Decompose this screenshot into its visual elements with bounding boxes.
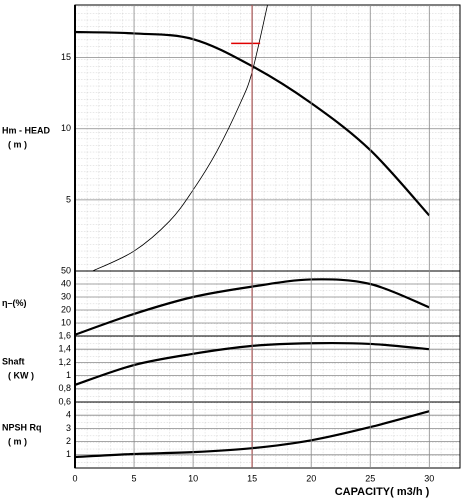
y-tick-label: 30 <box>61 291 71 301</box>
y-tick-label: 10 <box>61 123 71 133</box>
y-axis-label: Shaft <box>2 356 25 366</box>
x-tick-label: 25 <box>365 473 375 483</box>
y-tick-label: 10 <box>61 317 71 327</box>
x-tick-label: 20 <box>306 473 316 483</box>
y-tick-label: 40 <box>61 278 71 288</box>
y-axis-label: ( KW ) <box>8 370 34 380</box>
y-tick-label: 1,2 <box>58 357 71 367</box>
y-tick-label: 0,6 <box>58 396 71 406</box>
y-tick-label: 1,6 <box>58 330 71 340</box>
x-tick-label: 5 <box>132 473 137 483</box>
x-tick-label: 15 <box>247 473 257 483</box>
x-tick-label: 10 <box>188 473 198 483</box>
y-axis-label: ( m ) <box>8 436 27 446</box>
y-tick-label: 15 <box>61 52 71 62</box>
y-tick-label: 3 <box>66 423 71 433</box>
x-tick-label: 0 <box>72 473 77 483</box>
y-axis-label: Hm - HEAD <box>2 125 51 135</box>
y-axis-label: NPSH Rq <box>2 422 42 432</box>
x-axis-label: CAPACITY( m3/h ) <box>335 486 430 498</box>
y-axis-label: ( m ) <box>8 139 27 149</box>
y-tick-label: 1 <box>66 449 71 459</box>
minor-grid <box>75 5 460 468</box>
y-tick-label: 20 <box>61 304 71 314</box>
x-tick-label: 30 <box>424 473 434 483</box>
y-tick-label: 1 <box>66 370 71 380</box>
y-tick-label: 2 <box>66 436 71 446</box>
y-tick-label: 4 <box>66 410 71 420</box>
y-tick-label: 0,8 <box>58 383 71 393</box>
y-axis-label: η–(%) <box>2 298 27 308</box>
y-tick-label: 5 <box>66 194 71 204</box>
y-tick-label: 50 <box>61 265 71 275</box>
y-tick-label: 1,4 <box>58 344 71 354</box>
